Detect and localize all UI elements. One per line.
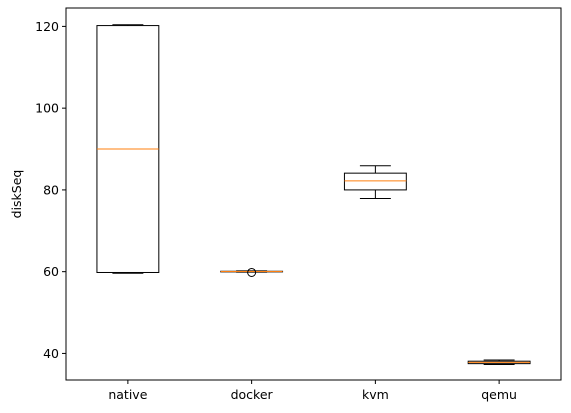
axes-frame (65, 7, 562, 381)
box-qemu (467, 359, 531, 365)
y-tick-label: 40 (43, 346, 59, 361)
outlier-point (247, 267, 257, 277)
y-tick-label: 120 (35, 19, 59, 34)
x-axis: native docker kvm qemu (108, 380, 517, 402)
x-tick-label: docker (231, 387, 274, 402)
y-tick-label: 80 (43, 182, 59, 197)
y-tick-label: 100 (35, 101, 59, 116)
box-iqr (343, 172, 407, 191)
x-tick-label: kvm (362, 387, 389, 402)
box-docker (220, 267, 284, 277)
y-axis: 40 60 80 100 120 (35, 19, 66, 361)
y-axis-label: diskSeq (9, 170, 24, 219)
y-tick-label: 60 (43, 264, 59, 279)
box-kvm (343, 165, 407, 199)
plot-area (96, 24, 531, 365)
x-tick-label: native (108, 387, 147, 402)
x-tick-label: qemu (481, 387, 517, 402)
box-native (96, 24, 160, 274)
